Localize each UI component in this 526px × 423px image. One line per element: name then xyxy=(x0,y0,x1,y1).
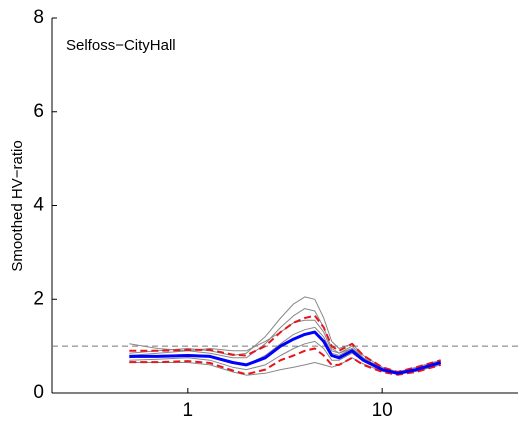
x-tick-label: 10 xyxy=(372,400,393,421)
x-tick-label: 1 xyxy=(183,400,194,421)
annotation: Selfoss−CityHall xyxy=(66,37,176,54)
y-tick-label: 6 xyxy=(33,101,44,122)
y-tick-label: 0 xyxy=(33,382,44,403)
y-axis-label: Smoothed HV−ratio xyxy=(9,140,26,271)
series-line xyxy=(129,347,441,376)
series-line xyxy=(129,314,441,373)
y-tick-label: 8 xyxy=(33,7,44,28)
series-line xyxy=(129,330,442,375)
y-tick-label: 4 xyxy=(33,195,44,216)
y-tick-label: 2 xyxy=(33,288,44,309)
